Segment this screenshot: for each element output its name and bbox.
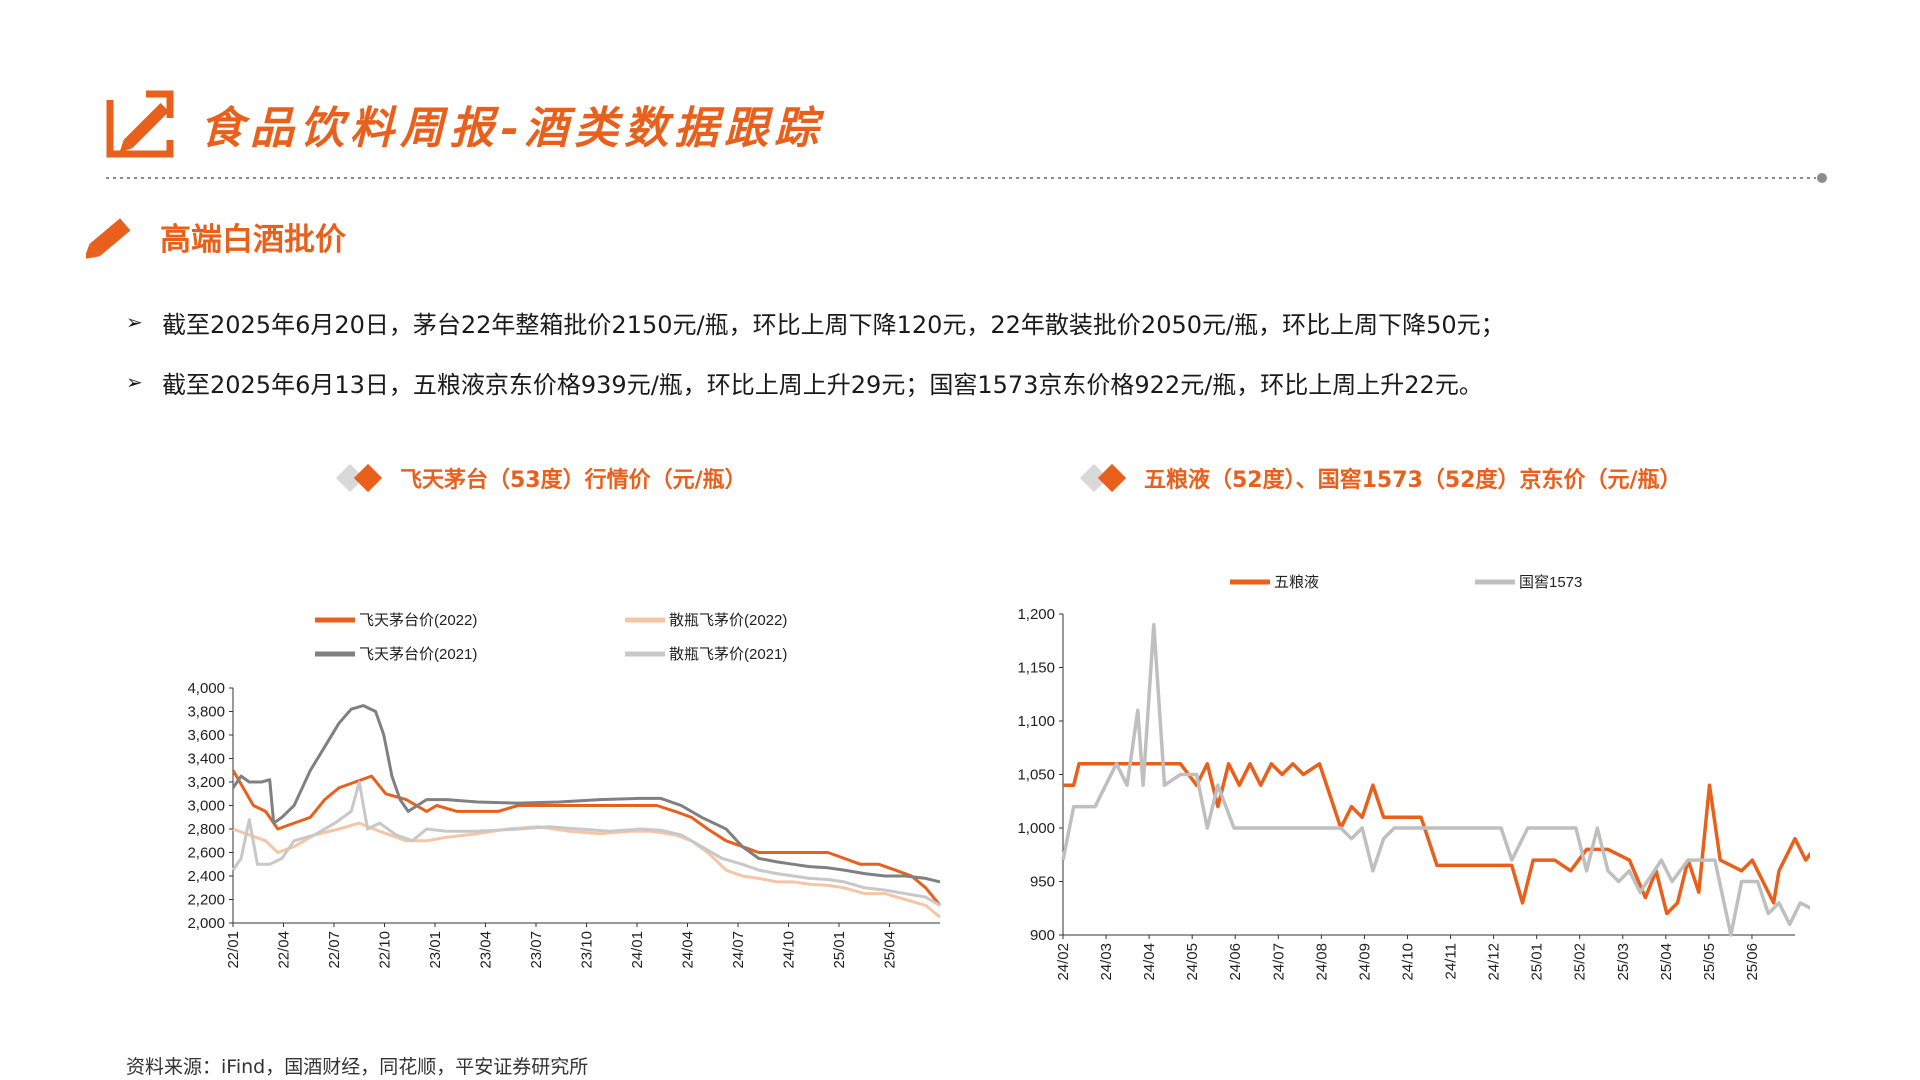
- diamond-icon: [1079, 463, 1127, 493]
- bullet-text: 截至2025年6月20日，茅台22年整箱批价2150元/瓶，环比上周下降120元…: [162, 310, 1505, 339]
- bullet-list: ➢ 截至2025年6月20日，茅台22年整箱批价2150元/瓶，环比上周下降12…: [126, 292, 1886, 412]
- series-line: [1063, 762, 1810, 916]
- x-tick-label: 24/04: [1141, 943, 1158, 981]
- legend-label: 国窖1573: [1519, 573, 1582, 591]
- y-tick-label: 950: [1030, 874, 1055, 891]
- divider: [106, 173, 1827, 183]
- x-tick-label: 22/01: [225, 931, 242, 969]
- x-tick-label: 25/01: [831, 931, 848, 969]
- x-tick-label: 25/06: [1744, 943, 1761, 981]
- legend-label: 飞天茅台价(2021): [359, 646, 477, 663]
- chart-heading-right: 五粮液（52度）、国窖1573（52度）京东价（元/瓶）: [1074, 460, 1682, 496]
- x-tick-label: 25/05: [1701, 943, 1718, 981]
- x-tick-label: 23/07: [528, 931, 545, 969]
- x-tick-label: 23/10: [579, 931, 596, 969]
- arrow-bullet-icon: ➢: [126, 310, 143, 334]
- x-tick-label: 24/04: [680, 931, 697, 969]
- pencil-icon: [86, 218, 131, 260]
- legend-label: 散瓶飞茅价(2022): [669, 612, 787, 629]
- chart-heading-left: 飞天茅台（53度）行情价（元/瓶）: [330, 460, 747, 496]
- y-tick-label: 2,000: [187, 915, 225, 932]
- y-tick-label: 1,200: [1017, 606, 1055, 623]
- y-tick-label: 3,600: [187, 727, 225, 744]
- bullet-item: ➢ 截至2025年6月13日，五粮液京东价格939元/瓶，环比上周上升29元；国…: [126, 352, 1886, 412]
- y-tick-label: 3,200: [187, 774, 225, 791]
- x-tick-label: 24/12: [1486, 943, 1503, 981]
- y-tick-label: 1,100: [1017, 713, 1055, 730]
- x-tick-label: 23/04: [478, 931, 495, 969]
- x-tick-label: 24/01: [629, 931, 646, 969]
- series-line: [231, 780, 941, 907]
- source-note: 资料来源：iFind，国酒财经，同花顺，平安证券研究所: [126, 1056, 589, 1078]
- x-tick-label: 24/07: [1270, 943, 1287, 981]
- pencil-box-icon: [106, 88, 178, 158]
- y-tick-label: 4,000: [187, 680, 225, 697]
- page-title: 食品饮料周报-酒类数据跟踪: [200, 103, 825, 154]
- x-tick-label: 24/03: [1098, 943, 1115, 981]
- series-line: [232, 821, 941, 919]
- x-tick-label: 24/05: [1184, 943, 1201, 981]
- x-tick-label: 24/09: [1356, 943, 1373, 981]
- y-tick-label: 900: [1030, 927, 1055, 944]
- x-tick-label: 25/04: [882, 931, 899, 969]
- x-tick-label: 25/03: [1615, 943, 1632, 981]
- x-tick-label: 22/04: [276, 931, 293, 969]
- section-title: 高端白酒批价: [160, 222, 346, 258]
- chart-title-right: 五粮液（52度）、国窖1573（52度）京东价（元/瓶）: [1144, 468, 1682, 493]
- y-tick-label: 3,400: [187, 751, 225, 768]
- chart-maotai: 2,000 2,200 2,400 2,600 2,800 3,000 3,200 3,400…: [187, 612, 942, 969]
- y-tick-label: 3,000: [187, 798, 225, 815]
- x-tick-label: 24/10: [1399, 943, 1416, 981]
- x-tick-label: 25/01: [1529, 943, 1546, 981]
- bullet-text: 截至2025年6月13日，五粮液京东价格939元/瓶，环比上周上升29元；国窖1…: [162, 370, 1483, 399]
- y-tick-label: 1,000: [1017, 820, 1055, 837]
- x-tick-label: 22/10: [377, 931, 394, 969]
- x-tick-label: 24/07: [730, 931, 747, 969]
- x-tick-label: 24/11: [1443, 943, 1460, 979]
- legend-label: 飞天茅台价(2022): [359, 612, 477, 629]
- series-line: [1061, 622, 1810, 937]
- y-tick-label: 1,150: [1017, 660, 1055, 677]
- y-tick-label: 3,800: [187, 704, 225, 721]
- x-tick-label: 24/08: [1313, 943, 1330, 981]
- y-tick-label: 2,200: [187, 892, 225, 909]
- bullet-item: ➢ 截至2025年6月20日，茅台22年整箱批价2150元/瓶，环比上周下降12…: [126, 292, 1886, 352]
- x-tick-label: 23/01: [427, 931, 444, 969]
- y-tick-label: 2,800: [187, 821, 225, 838]
- x-tick-label: 25/02: [1572, 943, 1589, 981]
- x-tick-label: 24/10: [781, 931, 798, 969]
- x-tick-label: 22/07: [326, 931, 343, 969]
- legend-label: 五粮液: [1274, 574, 1319, 591]
- chart-wuliangye-guojiao: 900 950 1,000 1,050 1,100 1,150 1,200 24/02 24/0…: [1017, 573, 1810, 981]
- y-tick-label: 2,600: [187, 845, 225, 862]
- chart-title-left: 飞天茅台（53度）行情价（元/瓶）: [400, 468, 747, 493]
- legend-label: 散瓶飞茅价(2021): [669, 646, 787, 663]
- x-tick-label: 24/02: [1055, 943, 1072, 981]
- y-tick-label: 2,400: [187, 868, 225, 885]
- arrow-bullet-icon: ➢: [126, 370, 143, 394]
- series-line: [231, 704, 941, 884]
- diamond-icon: [335, 463, 383, 493]
- x-tick-label: 25/04: [1658, 943, 1675, 981]
- series-line: [231, 769, 942, 907]
- y-tick-label: 1,050: [1017, 767, 1055, 784]
- x-tick-label: 24/06: [1227, 943, 1244, 981]
